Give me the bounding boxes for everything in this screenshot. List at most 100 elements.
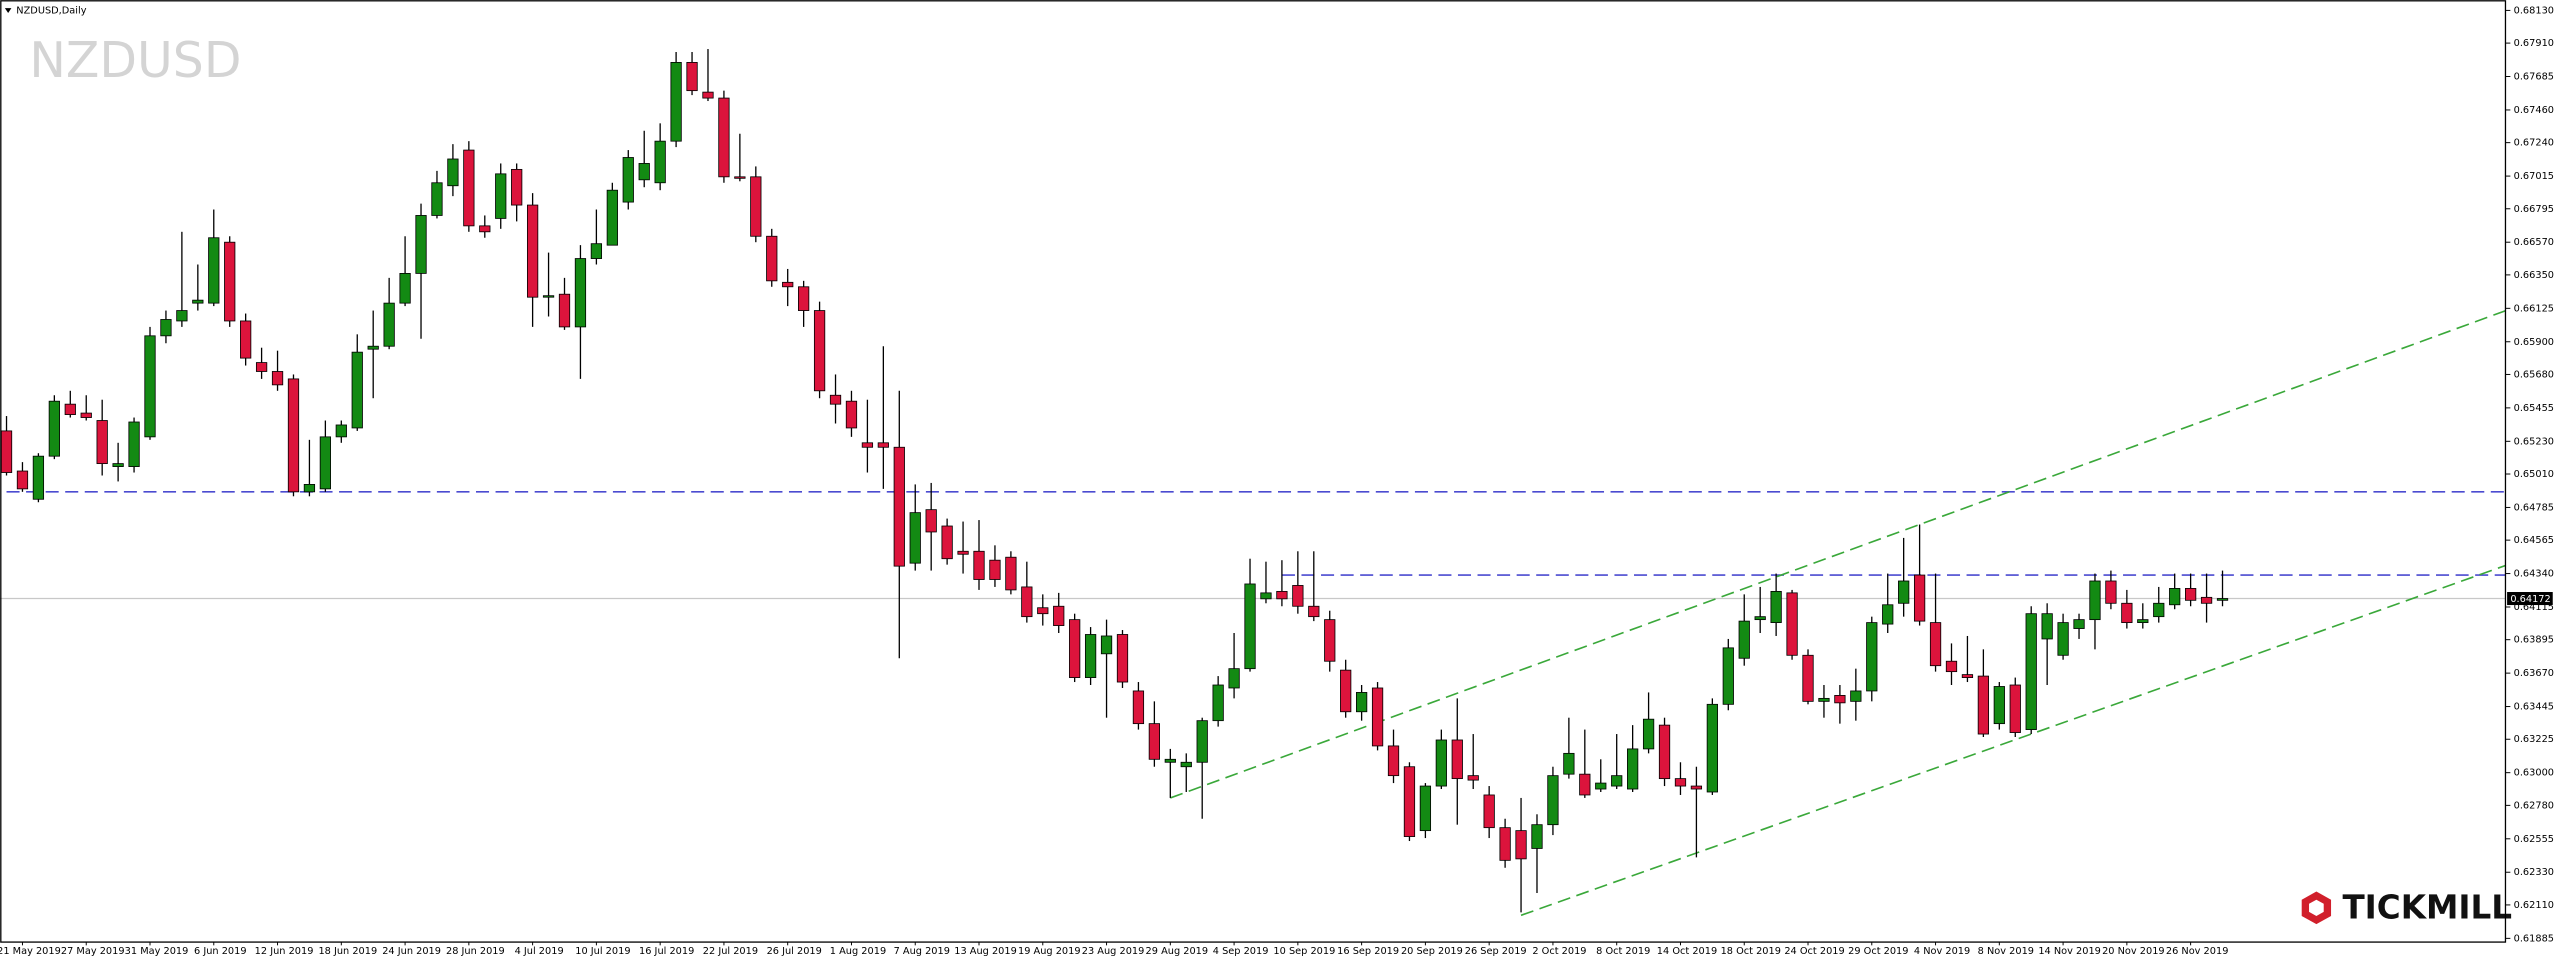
watermark: NZDUSD bbox=[29, 32, 241, 89]
x-tick-label: 29 Aug 2019 bbox=[1146, 946, 1209, 957]
y-tick-label: 0.65010 bbox=[2514, 469, 2554, 480]
candle-body bbox=[1228, 668, 1240, 689]
x-tick-label: 10 Jul 2019 bbox=[575, 946, 630, 957]
candle-body bbox=[1690, 785, 1703, 790]
candle-body bbox=[2025, 613, 2037, 730]
candle-body bbox=[1993, 686, 2005, 725]
candle-body bbox=[1196, 720, 1208, 763]
candle-body bbox=[1961, 674, 1974, 678]
candle-body bbox=[255, 362, 268, 372]
candle-body bbox=[2153, 602, 2165, 618]
candle-body bbox=[542, 295, 555, 298]
candle-body bbox=[319, 436, 331, 490]
y-tick-label: 0.62555 bbox=[2514, 834, 2554, 845]
candle-body bbox=[622, 157, 634, 203]
candle-body bbox=[447, 158, 459, 187]
candle-body bbox=[16, 470, 29, 490]
candle-body bbox=[702, 91, 714, 99]
candle-body bbox=[351, 351, 363, 429]
candle-body bbox=[1403, 766, 1416, 837]
candle-body bbox=[829, 394, 842, 405]
candle-body bbox=[1579, 773, 1591, 796]
candle-body bbox=[1276, 590, 1288, 600]
candle-body bbox=[2105, 580, 2117, 604]
candle-body bbox=[1850, 690, 1862, 702]
candle-body bbox=[303, 484, 316, 493]
candle-body bbox=[2185, 588, 2197, 601]
candle-body bbox=[96, 420, 108, 465]
y-tick-label: 0.63670 bbox=[2514, 668, 2554, 679]
candle-body bbox=[1483, 794, 1495, 829]
x-tick-label: 19 Aug 2019 bbox=[1018, 946, 1081, 957]
x-tick-label: 4 Jul 2019 bbox=[515, 946, 564, 957]
candle-body bbox=[224, 241, 236, 322]
candle-body bbox=[766, 235, 778, 282]
candle-body bbox=[558, 293, 571, 328]
y-tick-label: 0.64115 bbox=[2514, 602, 2554, 613]
candle-body bbox=[973, 550, 985, 580]
candle-body bbox=[1786, 592, 1798, 656]
candle-body bbox=[1340, 669, 1352, 713]
candle-body bbox=[670, 62, 682, 142]
candle-body bbox=[1499, 827, 1511, 861]
x-tick-label: 23 Aug 2019 bbox=[1082, 946, 1145, 957]
candle-body bbox=[1547, 775, 1559, 826]
x-tick-label: 14 Oct 2019 bbox=[1657, 946, 1717, 957]
y-tick-label: 0.63445 bbox=[2514, 702, 2554, 713]
candle-body bbox=[1913, 574, 1926, 622]
candle-body bbox=[1021, 586, 1033, 618]
candle-body bbox=[590, 243, 603, 259]
candle-body bbox=[957, 550, 969, 555]
candle-body bbox=[1770, 590, 1782, 624]
candle-body bbox=[989, 559, 1001, 580]
y-tick-label: 0.61885 bbox=[2514, 933, 2554, 944]
x-tick-label: 14 Nov 2019 bbox=[2038, 946, 2101, 957]
x-tick-label: 20 Nov 2019 bbox=[2102, 946, 2165, 957]
x-tick-label: 21 May 2019 bbox=[0, 946, 61, 957]
logo-icon-inner bbox=[2309, 899, 2324, 916]
candle-body bbox=[367, 345, 379, 350]
symbol-label: NZDUSD,Daily bbox=[16, 6, 86, 17]
y-tick-label: 0.62330 bbox=[2514, 867, 2554, 878]
candle-body bbox=[1244, 583, 1256, 670]
candle-body bbox=[335, 424, 347, 438]
y-tick-label: 0.68130 bbox=[2514, 5, 2554, 16]
candle-body bbox=[1515, 830, 1527, 860]
candle-body bbox=[1356, 692, 1368, 713]
candle-body bbox=[144, 335, 156, 438]
candle-body bbox=[128, 421, 140, 467]
candle-body bbox=[1148, 723, 1160, 760]
candle-body bbox=[893, 446, 905, 567]
candle-body bbox=[845, 400, 858, 429]
plot-frame bbox=[0, 0, 2507, 943]
candle-body bbox=[1371, 687, 1384, 747]
plot bbox=[0, 49, 2506, 917]
candle-body bbox=[1674, 778, 1687, 787]
candle-body bbox=[1212, 684, 1224, 722]
candle-body bbox=[1818, 697, 1830, 702]
x-tick-label: 13 Aug 2019 bbox=[954, 946, 1017, 957]
candle-body bbox=[1037, 607, 1049, 615]
candle-body bbox=[511, 168, 523, 206]
candle-body bbox=[1324, 619, 1336, 662]
x-tick-label: 12 Jun 2019 bbox=[255, 946, 314, 957]
candle-body bbox=[1164, 758, 1176, 763]
candle-body bbox=[1834, 695, 1846, 704]
x-tick-label: 10 Sep 2019 bbox=[1273, 946, 1335, 957]
candle-body bbox=[1419, 785, 1432, 832]
brand-name: TICKMILL bbox=[2342, 888, 2512, 926]
candle-body bbox=[1898, 580, 1910, 604]
candle-body bbox=[1132, 690, 1145, 725]
candle-body bbox=[750, 176, 762, 237]
candle-body bbox=[2169, 588, 2181, 606]
x-tick-label: 27 May 2019 bbox=[61, 946, 125, 957]
candle-body bbox=[1658, 724, 1671, 780]
candle-body bbox=[574, 258, 587, 328]
candle-body bbox=[1977, 675, 1990, 735]
x-tick-label: 31 May 2019 bbox=[125, 946, 189, 957]
candle-body bbox=[192, 299, 204, 304]
candle-body bbox=[1451, 739, 1463, 780]
candle-body bbox=[1882, 604, 1894, 625]
x-tick-label: 8 Oct 2019 bbox=[1596, 946, 1650, 957]
